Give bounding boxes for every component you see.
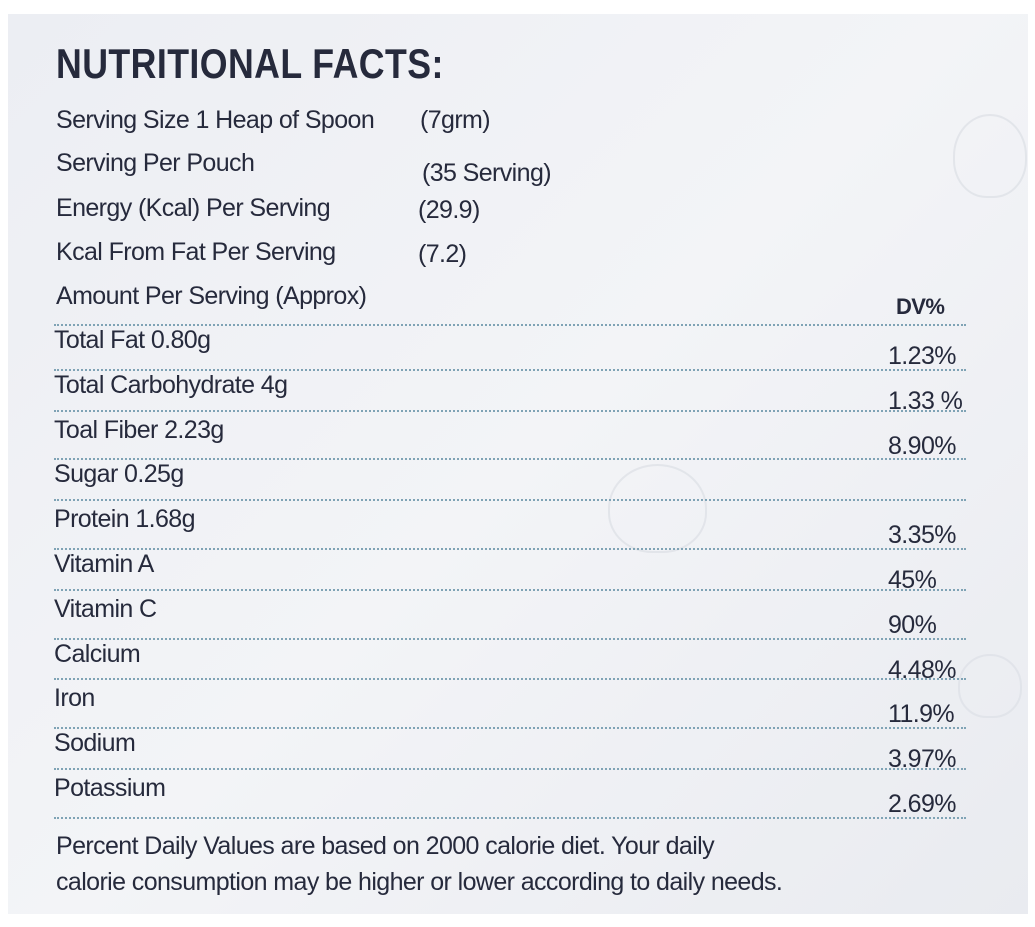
nutrient-name: Total Fat 0.80g xyxy=(54,326,211,354)
header-dv: DV% xyxy=(896,294,945,319)
nutrient-dv: 90% xyxy=(888,610,937,639)
title: NUTRITIONAL FACTS: xyxy=(56,40,444,87)
serving-label: Serving Size 1 Heap of Spoon xyxy=(56,106,375,134)
serving-label: Kcal From Fat Per Serving xyxy=(56,238,336,266)
dotted-rule xyxy=(54,727,966,730)
nutrient-name: Calcium xyxy=(54,639,141,668)
dotted-rule xyxy=(54,768,966,770)
dotted-rule xyxy=(54,588,966,591)
footnote: calorie consumption may be higher or low… xyxy=(56,868,783,896)
serving-label: Energy (Kcal) Per Serving xyxy=(56,194,331,222)
nutrient-dv: 3.35% xyxy=(888,521,956,550)
serving-value: (7.2) xyxy=(418,240,467,268)
dotted-rule xyxy=(54,409,966,412)
serving-value: (7grm) xyxy=(420,106,491,134)
nutrient-name: Iron xyxy=(54,684,95,713)
heart-decoration xyxy=(958,654,1022,718)
nutrient-dv: 8.90% xyxy=(888,431,956,460)
serving-value: (35 Serving) xyxy=(422,159,552,187)
dotted-rule xyxy=(54,324,966,326)
nutrition-label: NUTRITIONAL FACTS: Serving Size 1 Heap o… xyxy=(8,14,1028,914)
nutrient-name: Protein 1.68g xyxy=(54,505,196,534)
heart-decoration xyxy=(953,114,1027,198)
nutrient-name: Vitamin A xyxy=(54,550,154,578)
serving-value: (29.9) xyxy=(418,196,480,224)
nutrient-name: Toal Fiber 2.23g xyxy=(54,415,224,444)
dotted-rule xyxy=(54,499,966,502)
nutrient-name: Sodium xyxy=(54,729,136,758)
nutrient-name: Total Carbohydrate 4g xyxy=(54,370,288,399)
nutrient-name: Sugar 0.25g xyxy=(54,460,184,489)
serving-label: Serving Per Pouch xyxy=(56,149,255,177)
dotted-rule xyxy=(54,548,966,550)
dotted-rule xyxy=(54,678,966,681)
dotted-rule xyxy=(54,637,966,640)
footnote: Percent Daily Values are based on 2000 c… xyxy=(56,832,715,860)
nutrient-dv: 2.69% xyxy=(888,790,956,818)
nutrient-dv: 1.23% xyxy=(888,342,956,370)
nutrient-name: Potassium xyxy=(54,774,166,802)
nutrient-name: Vitamin C xyxy=(54,594,157,623)
header-label: Amount Per Serving (Approx) xyxy=(56,282,367,310)
dotted-rule xyxy=(54,368,966,371)
nutrient-dv: 11.9% xyxy=(888,700,955,729)
heart-decoration xyxy=(608,464,707,553)
dotted-rule xyxy=(54,816,966,819)
dotted-rule xyxy=(54,458,966,461)
